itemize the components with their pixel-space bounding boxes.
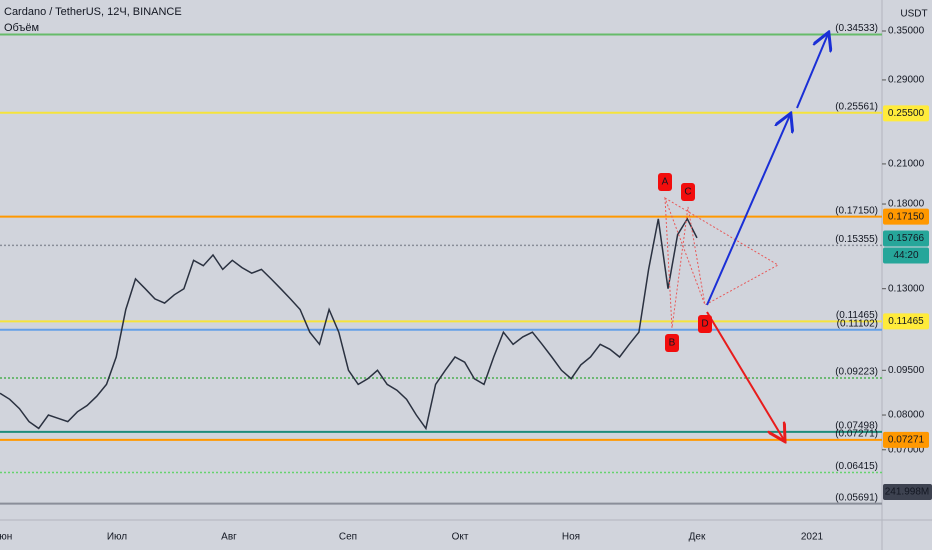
pattern-label: A (662, 177, 669, 188)
level-label: (0.11465) (836, 310, 878, 321)
price-badge-label: 0.11465 (888, 316, 924, 327)
level-label: (0.06415) (835, 461, 878, 472)
pattern-label: C (684, 187, 691, 198)
level-label: (0.17150) (835, 205, 878, 216)
up-arrow (706, 115, 790, 306)
price-tick-label: 0.18000 (888, 199, 925, 210)
price-line (0, 217, 698, 431)
abcd-lines (664, 197, 706, 329)
price-tick-label: 0.21000 (888, 159, 925, 170)
volume-badge (883, 484, 932, 500)
volume-label: 241.998M (885, 487, 929, 498)
level-label: (0.11102) (837, 318, 878, 329)
timer-badge (883, 247, 929, 264)
price-badge (883, 230, 929, 247)
level-label: (0.07498) (835, 421, 878, 432)
price-badge-label: 0.17150 (888, 211, 925, 222)
down-arrow (706, 311, 784, 440)
price-badge (883, 208, 929, 225)
currency: USDT (900, 9, 927, 20)
price-layer (0, 217, 698, 431)
price-tick-label: 0.09500 (888, 365, 925, 376)
level-label: (0.07271) (835, 429, 878, 440)
price-tick-label: 0.13000 (888, 283, 925, 294)
pattern-label: B (669, 338, 676, 349)
pattern-label: D (701, 319, 708, 330)
time-label: 2021 (801, 532, 824, 543)
time-label: Дек (689, 532, 706, 543)
time-label: Июн (0, 532, 12, 543)
price-badge-label: 0.15766 (888, 233, 925, 244)
triangle (664, 196, 780, 306)
labels: (0.34533) (0.25561) (0.17150) (0.15355) (0.1… (658, 23, 878, 503)
pattern-point (665, 334, 679, 352)
pattern-point (658, 173, 672, 191)
price-tick-label: 0.07000 (888, 444, 925, 455)
time-label: Окт (452, 532, 469, 543)
price-badge (883, 105, 929, 122)
price-badge-label: 0.07271 (888, 435, 925, 446)
price-badge (883, 431, 929, 448)
price-badge (883, 313, 929, 330)
time-label: Июл (107, 532, 127, 543)
time-label: Авг (221, 532, 237, 543)
level-label: (0.34533) (835, 23, 878, 34)
timer: 44:20 (893, 250, 918, 261)
price-badge-label: 0.25500 (888, 108, 925, 119)
level-label: (0.09223) (835, 367, 878, 378)
price-tick-label: 0.08000 (888, 410, 925, 421)
levels (0, 33, 882, 505)
indicator: Объём (4, 22, 39, 34)
symbol: Cardano / TetherUS, 12Ч, BINANCE (4, 6, 182, 18)
level-label: (0.05691) (835, 492, 878, 503)
time-label: Сеп (339, 532, 357, 543)
up-arrow (796, 34, 828, 109)
pattern-point (681, 183, 695, 201)
level-label: (0.15355) (835, 234, 878, 245)
level-label: (0.25561) (835, 101, 878, 112)
price-tick-label: 0.29000 (888, 75, 925, 86)
price-tick-label: 0.35000 (888, 26, 925, 37)
time-label: Ноя (562, 532, 580, 543)
pattern-point (698, 315, 712, 333)
